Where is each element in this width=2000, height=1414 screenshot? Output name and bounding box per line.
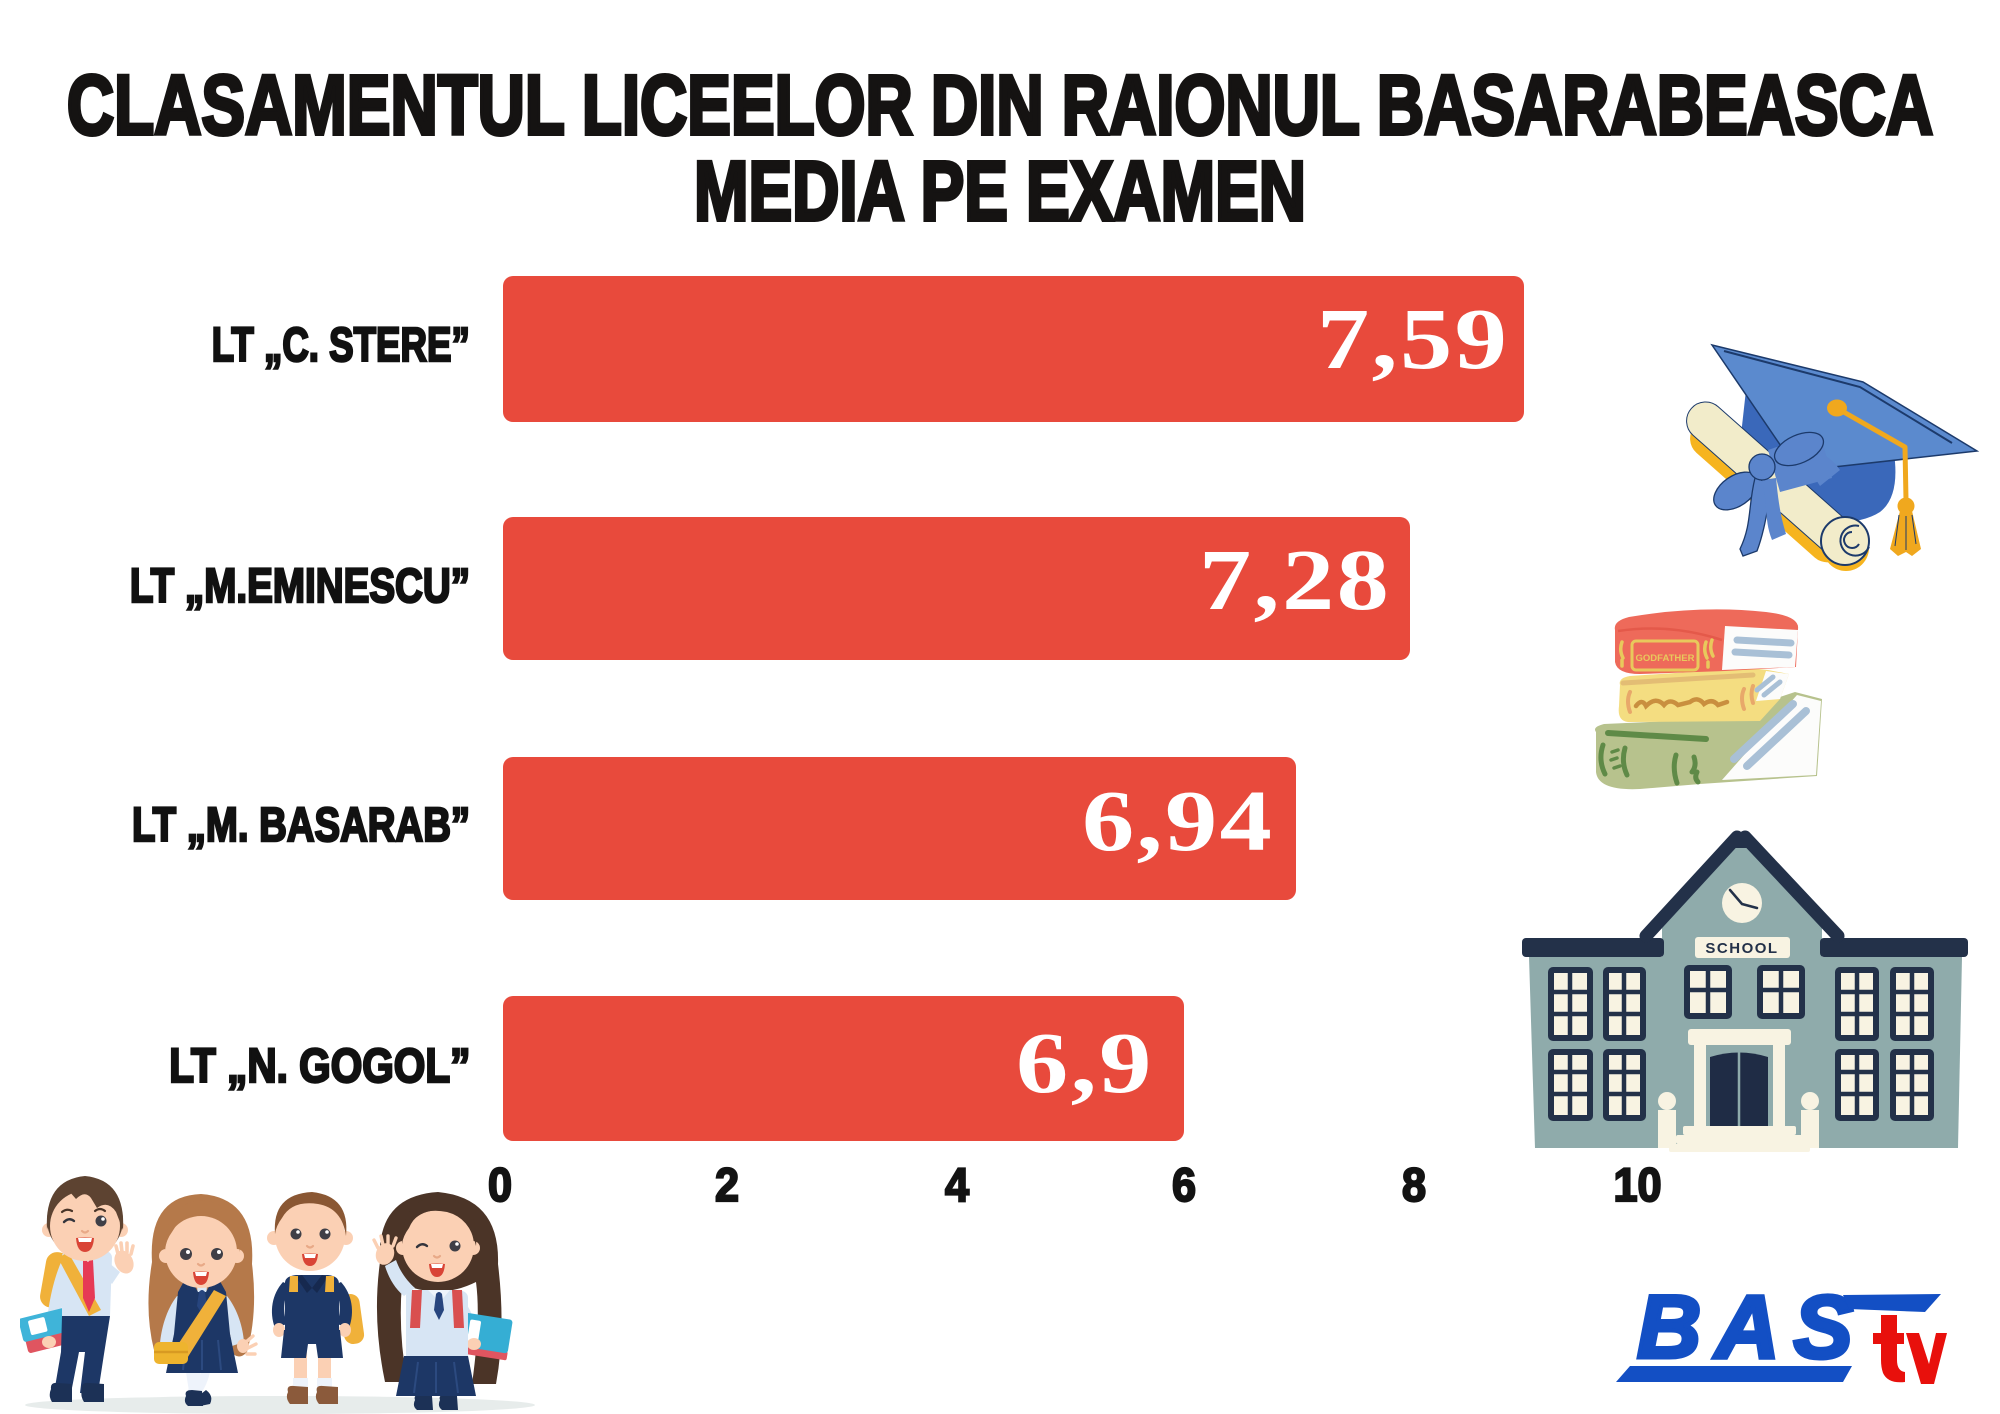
svg-text:BAS: BAS xyxy=(1637,1280,1867,1377)
svg-text:GODFATHER: GODFATHER xyxy=(1636,653,1695,664)
svg-text:SCHOOL: SCHOOL xyxy=(1705,940,1778,957)
